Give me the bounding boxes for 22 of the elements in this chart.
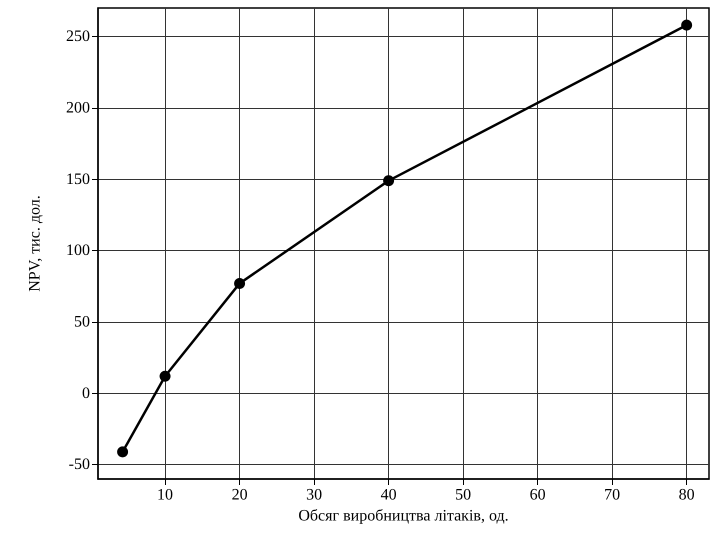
y-tick-label: 50 xyxy=(74,314,90,330)
y-axis-title: NPV, тис. дол. xyxy=(26,195,44,292)
x-tick-label: 10 xyxy=(157,486,174,504)
x-tick-label: 60 xyxy=(530,486,546,504)
x-tick-label: 20 xyxy=(232,486,248,504)
point xyxy=(681,20,692,31)
x-tick-label: 40 xyxy=(380,486,397,504)
y-tick-label: 150 xyxy=(66,170,90,188)
x-axis-title: Обсяг виробництва літаків, од. xyxy=(298,507,509,524)
y-tick-label: 0 xyxy=(82,384,90,402)
y-tick-label: 200 xyxy=(66,99,90,116)
x-tick-label: 50 xyxy=(455,486,472,504)
x-tick-label: 70 xyxy=(604,486,620,504)
point xyxy=(160,370,171,382)
y-tick-label: 100 xyxy=(66,242,90,260)
point xyxy=(234,278,246,289)
y-tick-label: -50 xyxy=(68,456,90,474)
y-tick-label: 250 xyxy=(66,28,90,46)
point xyxy=(117,446,128,458)
x-tick-label: 80 xyxy=(678,486,695,504)
x-tick-label: 30 xyxy=(306,486,322,504)
point xyxy=(383,175,394,186)
